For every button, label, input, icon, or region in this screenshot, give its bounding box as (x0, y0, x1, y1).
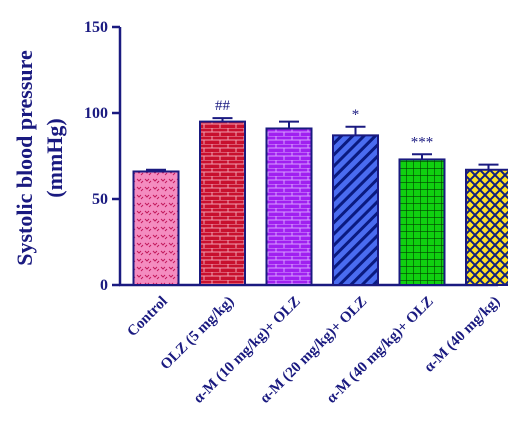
y-tick-label: 0 (100, 277, 108, 294)
x-category-label: Control (124, 294, 170, 340)
significance-label: * (352, 107, 360, 123)
y-tick-label: 50 (92, 191, 108, 208)
bar (465, 168, 508, 286)
y-axis-label-line2: (mmHg) (42, 118, 67, 197)
bar (398, 158, 446, 286)
bar (132, 170, 180, 286)
significance-label: ## (215, 98, 231, 114)
bar (332, 134, 379, 286)
bar (265, 127, 313, 286)
y-tick-label: 150 (84, 19, 108, 36)
y-tick-label: 100 (84, 105, 108, 122)
y-axis-label-line1: Systolic blood pressure (12, 50, 37, 266)
bar (199, 120, 246, 286)
significance-label: *** (411, 134, 434, 150)
